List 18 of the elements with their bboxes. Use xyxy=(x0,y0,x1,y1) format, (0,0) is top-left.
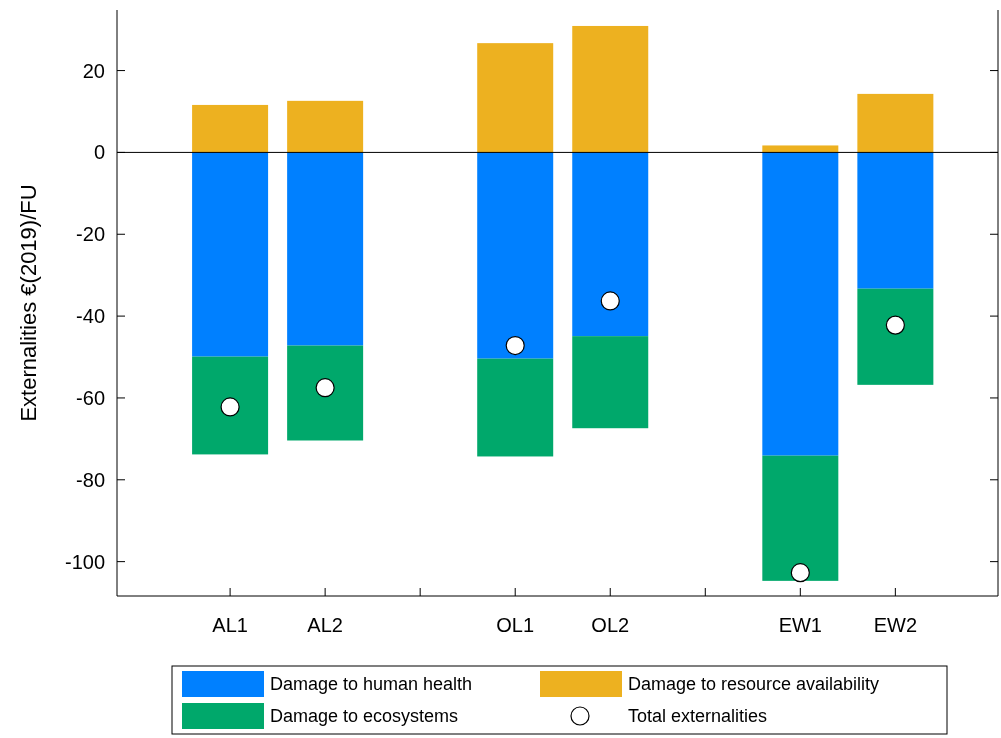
legend-label: Damage to human health xyxy=(270,674,473,694)
x-tick-label: OL1 xyxy=(496,614,535,636)
y-tick-label: -40 xyxy=(76,305,105,328)
x-tick-label: AL1 xyxy=(212,614,248,636)
y-tick-label: 0 xyxy=(93,141,105,164)
y-axis-title: Externalities €(2019)/FU xyxy=(16,184,41,422)
legend-label: Damage to ecosystems xyxy=(270,706,459,726)
legend-label: Damage to resource availability xyxy=(628,674,880,694)
x-tick-label: OL2 xyxy=(591,614,630,636)
y-tick-label: 20 xyxy=(82,59,105,82)
x-tick-label: EW1 xyxy=(778,614,822,636)
legend-label: Total externalities xyxy=(628,706,768,726)
x-tick-label: EW2 xyxy=(873,614,918,636)
y-tick-label: -60 xyxy=(76,386,105,409)
y-tick-label: -100 xyxy=(64,550,105,573)
y-tick-label: -20 xyxy=(76,223,105,246)
x-tick-label: AL2 xyxy=(307,614,343,636)
y-tick-label: -80 xyxy=(76,468,105,491)
